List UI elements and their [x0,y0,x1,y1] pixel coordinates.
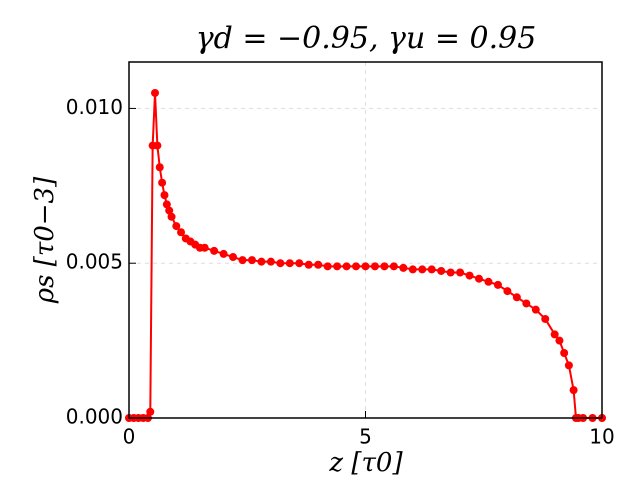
data-point [555,336,564,345]
data-point [285,259,294,268]
data-point [408,265,417,274]
data-point [172,222,181,231]
y-tick-label: 0.000 [66,405,123,429]
data-point [177,228,186,237]
data-point [361,262,370,271]
data-point [569,386,578,395]
data-point [151,88,160,97]
data-point [564,361,573,370]
data-point [512,293,521,302]
data-point [493,280,502,289]
data-point [219,249,228,258]
x-tick-label: 5 [359,425,372,449]
data-point [484,277,493,286]
chart-title: γd = −0.95, γu = 0.95 [196,21,537,56]
data-point [304,260,313,269]
data-point [437,266,446,275]
data-point [503,287,512,296]
data-point [418,265,427,274]
data-point [399,263,408,272]
data-point [146,407,155,416]
data-point [162,200,171,209]
data-point [370,262,379,271]
data-point [153,141,162,150]
data-point [550,330,559,339]
data-point [167,212,176,221]
data-point [541,314,550,323]
x-tick-label: 10 [589,425,614,449]
data-point [160,191,169,200]
data-point [380,262,389,271]
data-point [531,305,540,314]
data-point [295,259,304,268]
data-point [475,274,484,283]
data-point [465,271,474,280]
data-point [522,299,531,308]
data-point [158,178,167,187]
data-point [323,262,332,271]
data-point [266,257,275,266]
data-point [155,163,164,172]
x-axis-label: z [τ0] [328,448,403,478]
y-axis-label: ρs [τ0−3] [30,176,60,304]
data-point [333,262,342,271]
data-point [200,243,209,252]
data-point [446,268,455,277]
data-point [427,265,436,274]
data-point [165,206,174,215]
data-point [210,246,219,255]
y-tick-label: 0.010 [66,95,123,119]
plot-frame [128,61,603,419]
data-point [229,253,238,262]
data-point [314,260,323,269]
x-tick-label: 0 [123,425,136,449]
data-point [247,256,256,265]
data-point [352,262,361,271]
y-tick-label: 0.005 [66,250,123,274]
data-point [560,348,569,357]
data-point [238,256,247,265]
data-point [389,262,398,271]
data-point [456,268,465,277]
data-point [342,262,351,271]
data-point [257,257,266,266]
data-point [276,259,285,268]
